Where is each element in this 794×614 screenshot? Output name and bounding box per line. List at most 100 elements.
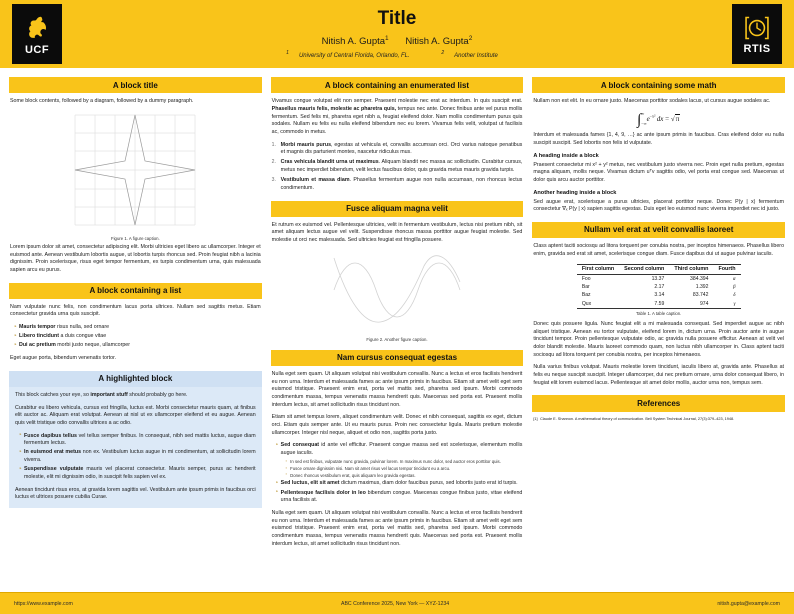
- block-nullam-vel-erat: Nullam vel erat at velit convallis laore…: [532, 221, 786, 387]
- block-paragraph: Interdum et malesuada fames {1, 4, 9, …}…: [533, 132, 785, 146]
- integral-lower: −∞: [641, 121, 647, 127]
- block-title: A block containing a list: [9, 282, 262, 299]
- table-caption: Table 1. A table caption.: [635, 311, 682, 316]
- table-row: Qux 7.59 974 γ: [576, 299, 741, 309]
- affiliation-list: 1 University of Central Florida, Orlando,…: [68, 50, 726, 59]
- author-1: Nitish A. Gupta2: [405, 34, 473, 47]
- list-item: Sed luctus, elit sit amet dictum maximus…: [276, 480, 523, 488]
- table-cell: Qux: [576, 299, 620, 309]
- table-cell: δ: [733, 292, 736, 299]
- table-row: Foo 13.37 384.394 α: [577, 274, 741, 283]
- bullet-list: Sed consequat id ante vel efficitur. Pra…: [272, 442, 523, 505]
- sine-cosine-plot: [333, 255, 461, 323]
- table-cell: 1.392: [695, 284, 709, 291]
- highlight-lead: This block catches your eye, so importan…: [15, 391, 188, 398]
- block-a-highlighted-block: A highlighted block This block catches y…: [9, 370, 262, 509]
- table-header-cell: Fourth: [713, 263, 741, 275]
- block-enumerated-list: A block containing an enumerated list Vi…: [270, 77, 524, 193]
- integral-upper: ∞: [641, 110, 645, 116]
- integral-sign: ∫: [637, 111, 642, 128]
- list-item: In euismod erat metus non ex. Vestibulum…: [19, 449, 256, 464]
- block-title: Nullam vel erat at velit convallis laore…: [532, 221, 786, 239]
- block-title: A highlighted block: [9, 370, 262, 387]
- block-paragraph: Nulla varius finibus volutpat. Mauris mo…: [533, 364, 785, 386]
- table-cell: β: [732, 284, 736, 291]
- figure-caption: Figure 2. Another figure caption.: [366, 336, 428, 342]
- table-cell: 974: [669, 299, 714, 309]
- author-list: Nitish A. Gupta1 Nitish A. Gupta2: [68, 34, 726, 46]
- table-row: Baz 3.14 83.742 δ: [577, 291, 741, 299]
- ucf-logo: UCF: [12, 4, 62, 64]
- block-title: Nam cursus consequat egestas: [270, 349, 524, 366]
- block-paragraph: Etiam sit amet tempus lorem, aliquet con…: [271, 414, 523, 436]
- list-item: Suspendisse vulputate mauris vel placera…: [19, 466, 256, 481]
- radical-content: π: [674, 113, 681, 123]
- numbered-list: Morbi mauris purus, egestas at vehicula …: [272, 142, 523, 193]
- block-body: Vivamus congue volutpat elit non semper.…: [271, 93, 524, 192]
- table-cell: 2.17: [654, 284, 665, 291]
- block-paragraph: Et rutrum ex euismod vel. Pellentesque u…: [271, 221, 523, 244]
- block-paragraph: Vivamus congue volutpat elit non semper.…: [271, 98, 523, 135]
- figure-2: Figure 2. Another figure caption.: [272, 250, 523, 342]
- table-cell: 83.742: [692, 292, 709, 299]
- block-body: Et rutrum ex euismod vel. Pellentesque u…: [271, 217, 524, 342]
- author-0: Nitish A. Gupta1: [321, 34, 389, 47]
- block-a-block-title: A block title Some block contents, follo…: [9, 77, 262, 275]
- block-paragraph: Nulla eget sem quam. Ut aliquam volutpat…: [271, 509, 523, 547]
- table-header-cell: First column: [576, 263, 620, 275]
- block-body: Nullam non est elit. In eu ornare justo.…: [532, 93, 785, 214]
- table-header-row: First column Second column Third column …: [576, 263, 741, 275]
- poster-columns: A block title Some block contents, follo…: [0, 68, 794, 592]
- affiliation-1: 2 Another Institute: [441, 49, 498, 59]
- table-header-cell: Second column: [619, 263, 670, 275]
- block-paragraph: Praesent consectetur mi x² + y² metus, n…: [533, 161, 785, 183]
- block-body: Nulla eget sem quam. Ut aliquam volutpat…: [271, 366, 524, 548]
- block-title: A block title: [9, 77, 262, 94]
- block-nam-cursus-consequat-egestas: Nam cursus consequat egestas Nulla eget …: [270, 349, 524, 548]
- block-paragraph: Class aptent taciti sociosqu ad litora t…: [533, 243, 785, 257]
- block-paragraph: Nulla eget sem quam. Ut aliquam volutpat…: [271, 370, 523, 408]
- rtis-wordmark: RTIS: [743, 42, 771, 55]
- header-center: Title Nitish A. Gupta1 Nitish A. Gupta2 …: [62, 9, 732, 59]
- list-item: Morbi mauris purus, egestas at vehicula …: [272, 141, 523, 156]
- table-cell: 384.394: [690, 275, 709, 282]
- column-left: A block title Some block contents, follo…: [9, 77, 262, 592]
- block-paragraph: Sed augue erat, scelerisque a purus ultr…: [533, 198, 785, 213]
- list-item: Sed consequat id ante vel efficitur. Pra…: [276, 442, 523, 478]
- footer-website[interactable]: https://www.example.com: [14, 600, 73, 607]
- block-paragraph: Curabitur eu libero vehicula, cursus est…: [15, 404, 256, 426]
- footer-conference: ABC Conference 2025, New York — XYZ-1234: [341, 600, 450, 607]
- block-title: A block containing an enumerated list: [270, 77, 524, 94]
- table-cell: γ: [713, 299, 741, 309]
- block-intro: Some block contents, followed by a diagr…: [10, 98, 194, 105]
- block-references: References [1] Claude E. Shannon. A math…: [532, 395, 786, 422]
- block-outro: Aenean tincidunt risus eros, at gravida …: [15, 486, 256, 501]
- block-a-block-containing-a-list: A block containing a list Nam vulputate …: [9, 282, 262, 363]
- block-intro: Nam vulputate nunc felis, non condimentu…: [10, 303, 261, 318]
- reference-number: [1]: [533, 416, 538, 421]
- block-paragraph: Donec quis posuere ligula. Nunc feugiat …: [533, 321, 785, 358]
- differential: dx: [656, 114, 664, 123]
- integrand-base: e: [646, 114, 650, 123]
- footer-email[interactable]: nitish.gupta@example.com: [717, 600, 780, 607]
- table-cell: α: [732, 275, 736, 282]
- list-item: Vestibulum et massa diam. Phasellus ferm…: [272, 177, 523, 191]
- table-cell: 3.14: [654, 292, 665, 299]
- affiliation-0: 1 University of Central Florida, Orlando,…: [286, 49, 410, 59]
- block-outro: Eget augue porta, bibendum venenatis tor…: [10, 355, 117, 362]
- nested-list-item: Fusce ornare dignissim nisi. Nam sit ame…: [286, 465, 523, 472]
- gaussian-integral-equation: ∫ ∞ −∞ e−x² dx = √π: [533, 110, 784, 128]
- block-paragraph: Nullam non est elit. In eu ornare justo.…: [533, 98, 771, 105]
- poster-footer: https://www.example.com ABC Conference 2…: [0, 592, 794, 614]
- table-header-cell: Third column: [669, 263, 714, 275]
- block-title: References: [532, 395, 786, 412]
- block-body: This block catches your eye, so importan…: [9, 386, 262, 509]
- table-row: Bar 2.17 1.392 β: [577, 283, 741, 291]
- block-body: Class aptent taciti sociosqu ad litora t…: [532, 238, 785, 387]
- nested-list-item: Donec rhoncus vestibulum erat, quis aliq…: [286, 472, 523, 479]
- star-diagram: [75, 114, 196, 226]
- table-cell: Baz: [581, 292, 591, 299]
- block-fusce-aliquam-magna-velit: Fusce aliquam magna velit Et rutrum ex e…: [270, 200, 524, 342]
- block-body: [1] Claude E. Shannon. A mathematical th…: [532, 412, 785, 422]
